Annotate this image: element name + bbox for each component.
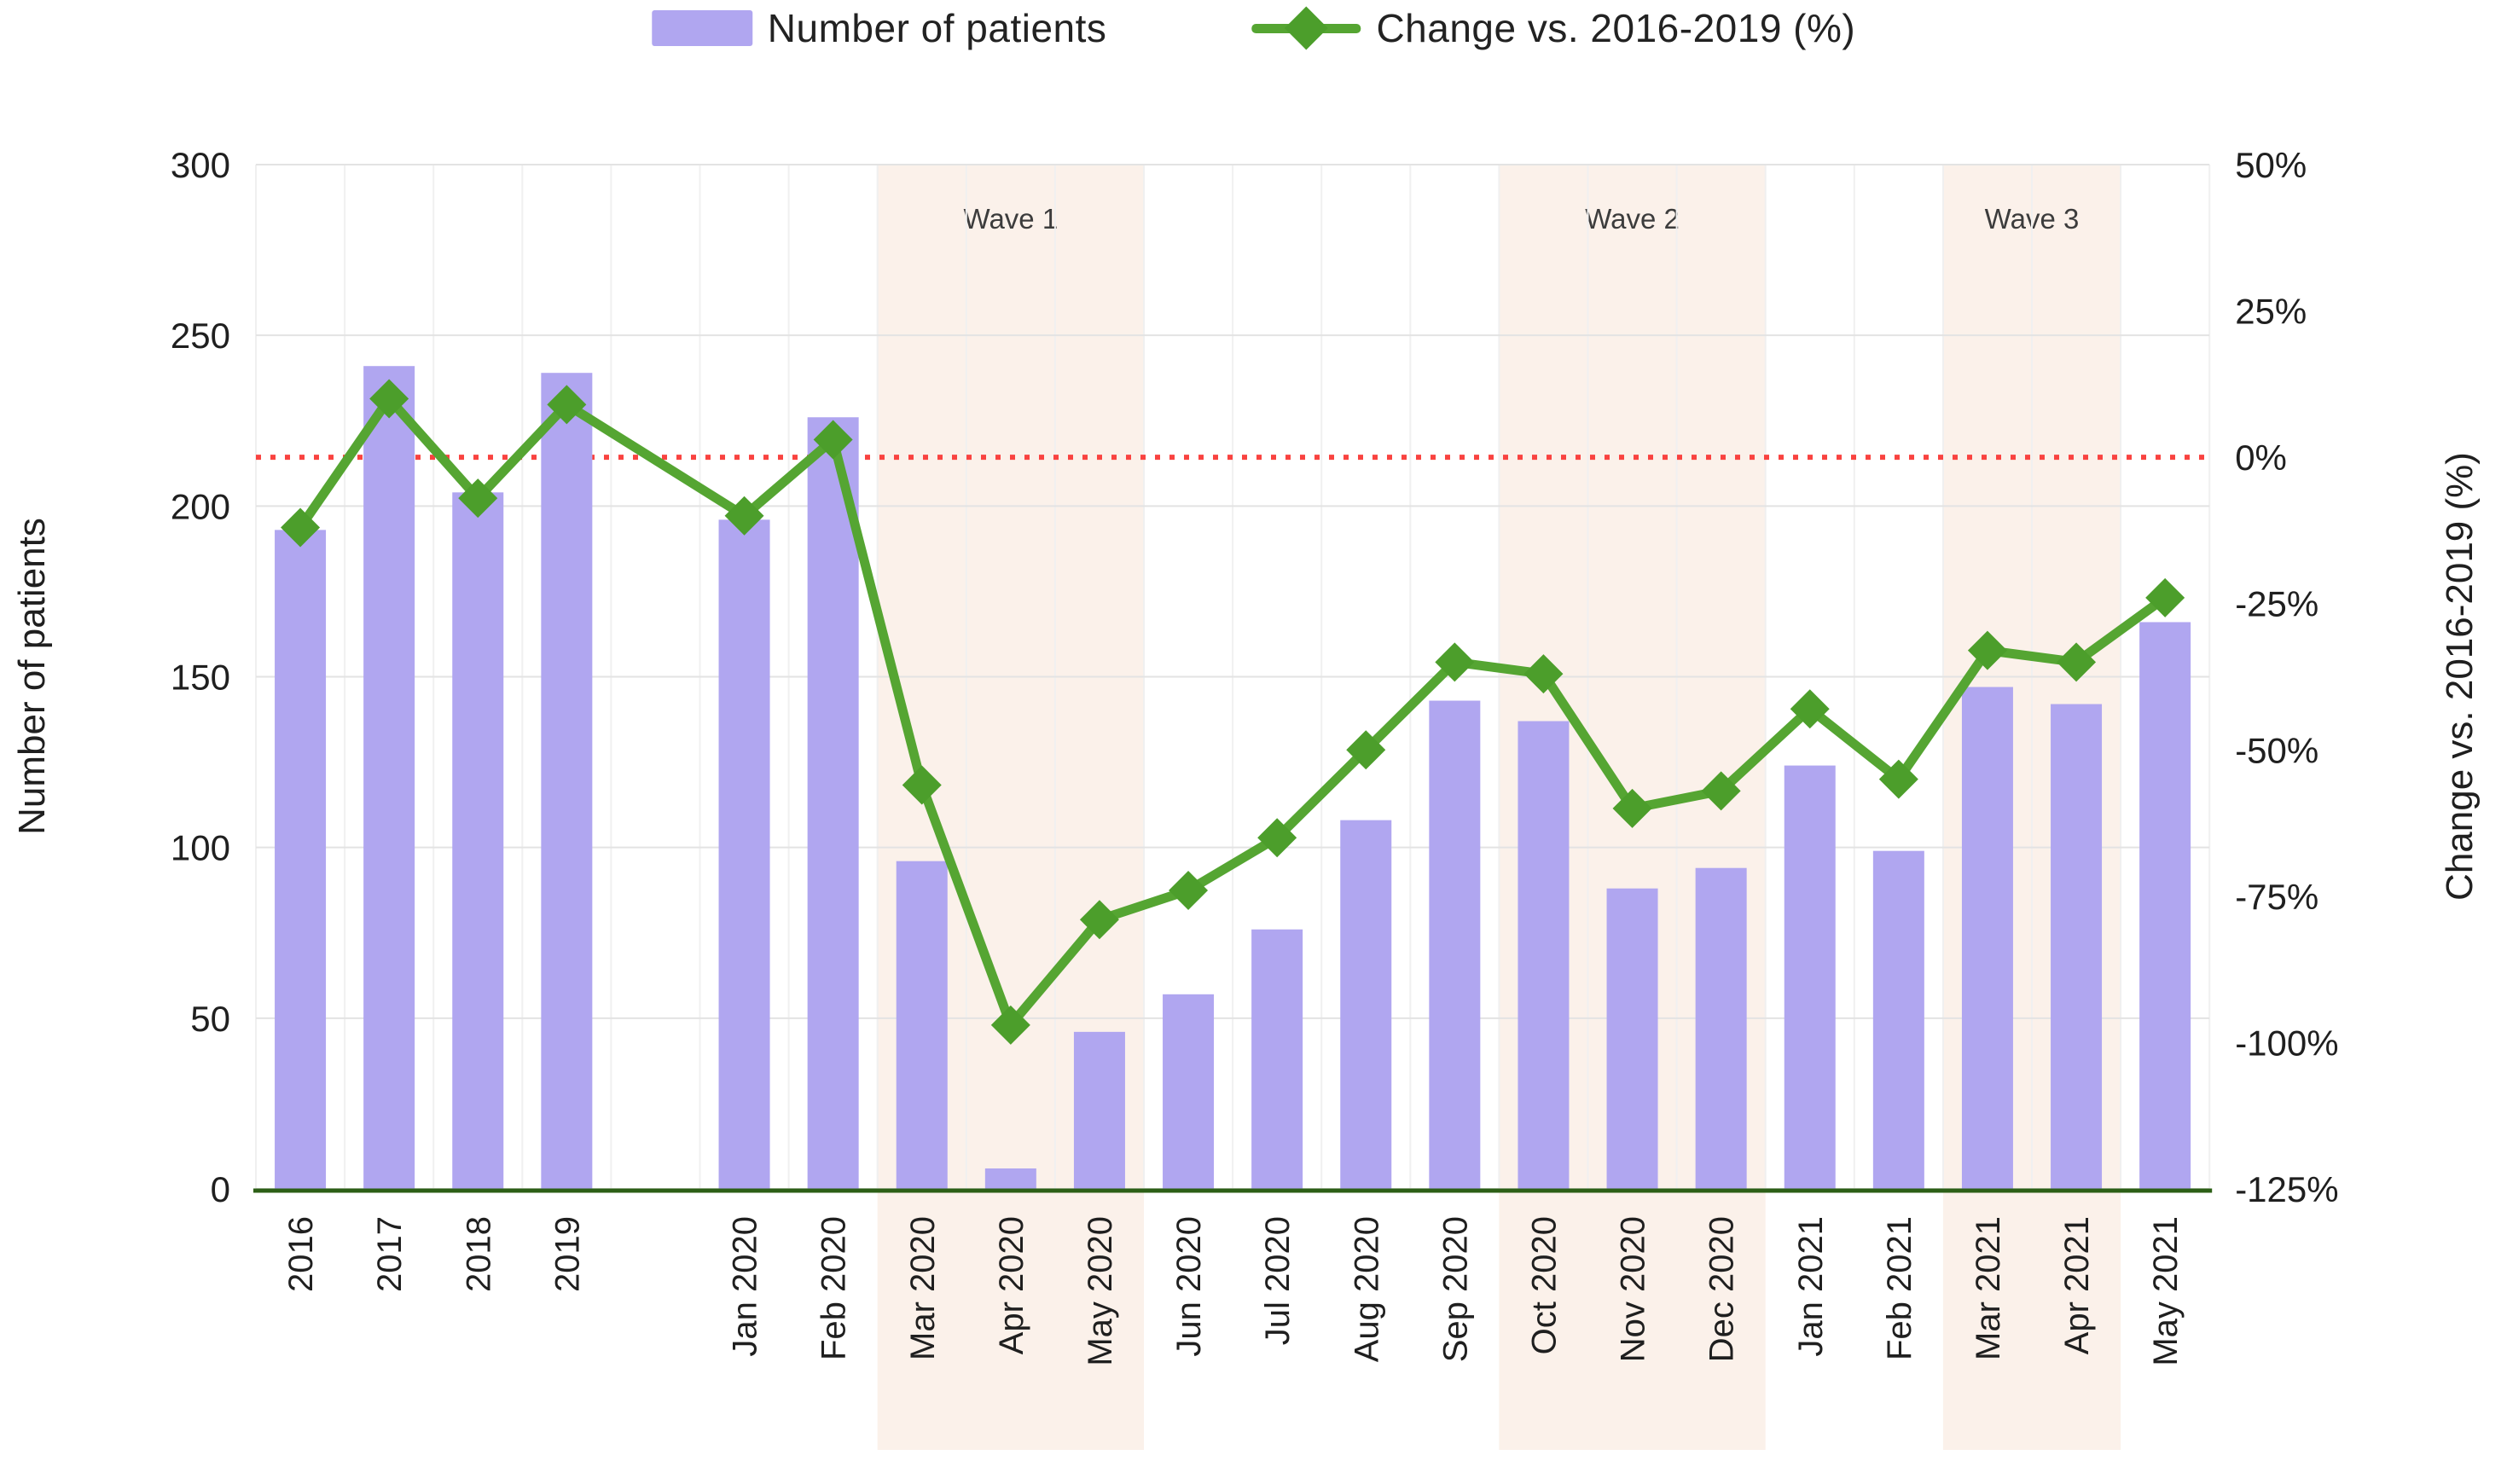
line-point-dec-2020 <box>1701 771 1741 811</box>
x-label-oct-2020: Oct 2020 <box>1525 1216 1563 1354</box>
right-axis-tick: 0% <box>2235 438 2287 478</box>
bar-may-2020 <box>1073 1031 1125 1189</box>
bar-sep-2020 <box>1429 700 1481 1189</box>
axis-tick-labels: 300 250 200 150 100 50 0 50% 25% 0% -25% -50% -75% -1… <box>171 145 2339 1366</box>
bar-feb-2020 <box>807 417 859 1189</box>
bar-2018 <box>452 492 504 1189</box>
line-point-apr-2021 <box>2057 642 2097 682</box>
x-label-sep-2020: Sep 2020 <box>1436 1216 1474 1362</box>
legend-bar-label: Number of patients <box>767 6 1107 50</box>
line-point-feb-2020 <box>813 420 853 460</box>
right-axis-tick: -50% <box>2235 730 2318 770</box>
line-point-mar-2021 <box>1967 630 2007 670</box>
line-point-may-2021 <box>2145 577 2185 617</box>
line-point-2019 <box>547 385 587 425</box>
line-point-2017 <box>369 379 409 419</box>
bar-jun-2020 <box>1163 994 1215 1189</box>
left-axis-tick: 150 <box>171 658 230 698</box>
x-label-mar-2021: Mar 2021 <box>1970 1216 2007 1360</box>
x-label-dec-2020: Dec 2020 <box>1703 1216 1741 1362</box>
legend: Number of patients Change vs. 2016-2019 … <box>651 5 1855 51</box>
line-point-oct-2020 <box>1523 654 1564 694</box>
line-point-may-2020 <box>1079 900 1119 940</box>
bar-2016 <box>275 530 327 1189</box>
left-axis-tick: 300 <box>171 145 230 185</box>
bar-apr-2020 <box>984 1168 1036 1189</box>
line-point-2016 <box>281 507 321 548</box>
left-axis-tick: 0 <box>211 1169 230 1209</box>
line-point-apr-2020 <box>990 1005 1030 1045</box>
x-label-2019: 2019 <box>548 1216 586 1292</box>
line-point-2018 <box>458 478 498 519</box>
bar-apr-2021 <box>2051 704 2103 1189</box>
left-axis-tick: 50 <box>190 999 230 1039</box>
x-label-may-2021: May 2021 <box>2147 1216 2185 1366</box>
x-label-may-2020: May 2020 <box>1082 1216 1119 1366</box>
x-label-2017: 2017 <box>371 1216 409 1292</box>
line-point-feb-2021 <box>1878 759 1918 799</box>
x-label-apr-2020: Apr 2020 <box>993 1216 1030 1354</box>
legend-item-change: Change vs. 2016-2019 (%) <box>1251 5 1855 51</box>
legend-bar-swatch-icon <box>651 10 752 46</box>
line-point-nov-2020 <box>1612 788 1652 828</box>
bar-oct-2020 <box>1518 721 1570 1189</box>
line-series <box>281 379 2185 1045</box>
line-point-mar-2020 <box>902 765 942 805</box>
line-point-jan-2020 <box>724 496 764 536</box>
bar-jan-2021 <box>1784 765 1836 1189</box>
x-label-2018: 2018 <box>460 1216 497 1292</box>
x-label-feb-2020: Feb 2020 <box>815 1216 853 1360</box>
x-label-aug-2020: Aug 2020 <box>1348 1216 1385 1362</box>
right-axis-tick: -75% <box>2235 877 2318 917</box>
left-axis-tick: 100 <box>171 828 230 868</box>
bar-jan-2020 <box>718 519 770 1189</box>
bar-dec-2020 <box>1695 867 1747 1189</box>
right-axis-tick: -25% <box>2235 584 2318 624</box>
bar-mar-2020 <box>896 861 948 1189</box>
bar-jul-2020 <box>1251 929 1303 1189</box>
x-label-nov-2020: Nov 2020 <box>1615 1216 1652 1362</box>
x-label-feb-2021: Feb 2021 <box>1881 1216 1918 1360</box>
x-label-2016: 2016 <box>282 1216 320 1292</box>
line-point-sep-2020 <box>1435 642 1475 682</box>
line-point-jan-2021 <box>1790 689 1830 729</box>
bar-series <box>275 366 2191 1189</box>
x-label-mar-2020: Mar 2020 <box>904 1216 942 1360</box>
bar-aug-2020 <box>1340 820 1392 1189</box>
line-point-aug-2020 <box>1346 730 1386 770</box>
line-point-jul-2020 <box>1257 818 1297 858</box>
right-axis-tick: -100% <box>2235 1023 2338 1063</box>
wave-label-1: Wave 1 <box>964 203 1059 235</box>
line-point-jun-2020 <box>1169 870 1209 910</box>
legend-item-patients: Number of patients <box>651 5 1107 51</box>
bar-mar-2021 <box>1961 687 2013 1189</box>
right-axis-title: Change vs. 2016-2019 (%) <box>2439 452 2481 901</box>
bar-2019 <box>541 373 593 1189</box>
right-axis-tick: 50% <box>2235 145 2307 185</box>
right-axis-tick: -125% <box>2235 1169 2338 1209</box>
legend-line-diamond-icon <box>1251 6 1361 50</box>
bar-nov-2020 <box>1606 888 1658 1189</box>
x-label-jun-2020: Jun 2020 <box>1170 1216 1208 1357</box>
left-axis-tick: 200 <box>171 486 230 526</box>
wave-label-2: Wave 2 <box>1585 203 1680 235</box>
x-label-apr-2021: Apr 2021 <box>2058 1216 2096 1354</box>
bar-2017 <box>363 366 415 1189</box>
bar-feb-2021 <box>1872 850 1924 1189</box>
left-axis-title: Number of patients <box>11 518 53 835</box>
x-label-jul-2020: Jul 2020 <box>1259 1216 1297 1345</box>
wave-band-1 <box>877 165 1144 1450</box>
left-axis-tick: 250 <box>171 316 230 356</box>
x-label-jan-2021: Jan 2021 <box>1792 1216 1830 1357</box>
legend-line-label: Change vs. 2016-2019 (%) <box>1376 6 1856 50</box>
x-label-jan-2020: Jan 2020 <box>727 1216 764 1357</box>
right-axis-tick: 25% <box>2235 292 2307 332</box>
bar-may-2021 <box>2139 622 2191 1189</box>
gridlines <box>255 164 2211 1190</box>
